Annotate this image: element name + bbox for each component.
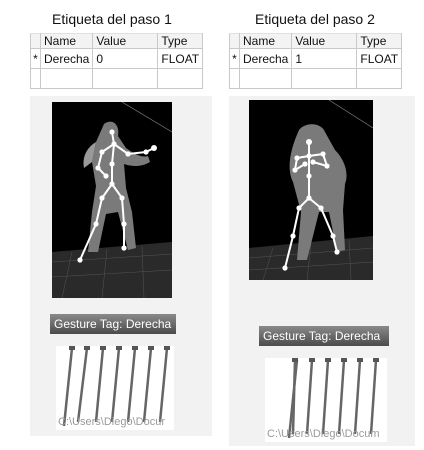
empty-cell-type[interactable] <box>356 68 403 89</box>
panel-title: Etiqueta del paso 2 <box>255 11 375 27</box>
column-header-name[interactable]: Name <box>238 33 293 49</box>
empty-cell-name[interactable] <box>238 68 293 89</box>
new-row-marker: * <box>229 48 240 69</box>
cell-type[interactable]: FLOAT <box>157 48 204 69</box>
column-header-value[interactable]: Value <box>92 33 159 49</box>
gesture-tag-header: Gesture Tag: Derecha <box>50 314 176 334</box>
cell-name[interactable]: Derecha <box>39 48 94 69</box>
panel-title: Etiqueta del paso 1 <box>52 11 172 27</box>
file-path: C:\Users\Diego\Docur <box>58 416 165 428</box>
gesture-tag-header: Gesture Tag: Derecha <box>259 326 389 346</box>
column-header-value[interactable]: Value <box>291 33 358 49</box>
cell-type[interactable]: FLOAT <box>356 48 403 69</box>
empty-row-selector <box>229 68 240 89</box>
grid-row[interactable]: * Derecha 0 FLOAT <box>30 48 204 69</box>
gesture-timeline[interactable]: C:\Users\Diego\Docur <box>56 346 174 430</box>
empty-cell-value[interactable] <box>92 68 159 89</box>
gesture-bars <box>62 346 170 427</box>
column-header-name[interactable]: Name <box>39 33 94 49</box>
gesture-step-panel-1: Etiqueta del paso 1 Name Value Type * De… <box>30 0 212 450</box>
grid-header-row: Name Value Type <box>229 33 403 49</box>
cell-name[interactable]: Derecha <box>238 48 293 69</box>
gesture-step-panel-2: Etiqueta del paso 2 Name Value Type * De… <box>229 0 415 450</box>
grid-header-row: Name Value Type <box>30 33 204 49</box>
cell-value[interactable]: 1 <box>291 48 358 69</box>
empty-cell-name[interactable] <box>39 68 94 89</box>
grid-empty-row[interactable] <box>229 68 403 89</box>
skeleton-image <box>52 102 172 298</box>
properties-grid: Name Value Type * Derecha 1 FLOAT <box>229 33 403 89</box>
empty-cell-value[interactable] <box>291 68 358 89</box>
depth-skeleton-view <box>249 100 373 280</box>
column-header-type[interactable]: Type <box>157 33 204 49</box>
gesture-timeline[interactable]: C:\Users\Diego\Docum <box>265 358 387 442</box>
empty-row-selector <box>30 68 41 89</box>
file-path: C:\Users\Diego\Docum <box>267 428 380 440</box>
gesture-bars <box>287 358 379 439</box>
grid-empty-row[interactable] <box>30 68 204 89</box>
row-selector-header <box>229 33 240 49</box>
cell-value[interactable]: 0 <box>92 48 159 69</box>
column-header-type[interactable]: Type <box>356 33 403 49</box>
new-row-marker: * <box>30 48 41 69</box>
empty-cell-type[interactable] <box>157 68 204 89</box>
grid-row[interactable]: * Derecha 1 FLOAT <box>229 48 403 69</box>
depth-skeleton-view <box>52 102 172 298</box>
skeleton-image <box>249 100 373 280</box>
row-selector-header <box>30 33 41 49</box>
properties-grid: Name Value Type * Derecha 0 FLOAT <box>30 33 204 89</box>
